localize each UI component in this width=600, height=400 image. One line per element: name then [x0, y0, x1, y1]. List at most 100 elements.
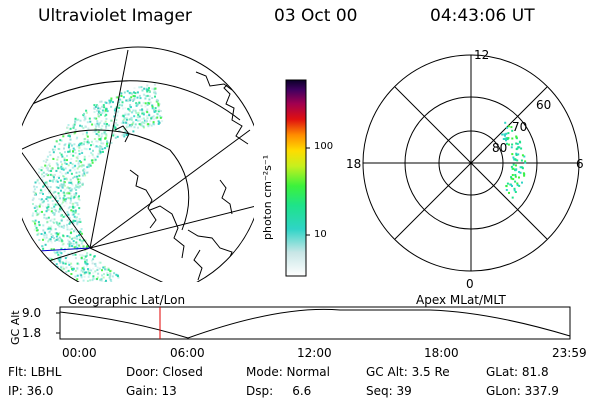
aurora-pixel — [102, 266, 105, 269]
lat-label-70: 70 — [512, 120, 528, 134]
aurora-pixel — [88, 272, 91, 275]
aurora-pixel — [61, 186, 64, 189]
polar-aurora-pixel — [519, 166, 522, 169]
aurora-pixel — [38, 198, 41, 200]
aurora-pixel — [67, 134, 70, 137]
aurora-pixel — [56, 175, 59, 178]
aurora-pixel — [66, 187, 68, 190]
observation-date: 03 Oct 00 — [274, 6, 358, 26]
aurora-pixel — [90, 259, 93, 262]
aurora-pixel — [117, 276, 120, 279]
aurora-pixel — [59, 171, 62, 174]
aurora-pixel — [70, 153, 72, 156]
aurora-pixel — [68, 222, 71, 225]
aurora-pixel — [138, 86, 141, 89]
aurora-pixel — [50, 194, 53, 197]
polar-aurora-pixel — [513, 189, 516, 192]
aurora-pixel — [49, 165, 51, 168]
aurora-pixel — [57, 192, 60, 195]
aurora-pixel — [84, 263, 87, 265]
aurora-pixel — [32, 197, 35, 200]
aurora-pixel — [86, 135, 89, 138]
aurora-pixel — [66, 219, 69, 222]
aurora-pixel — [108, 276, 111, 279]
polar-aurora-pixel — [520, 147, 523, 150]
aurora-pixel — [101, 269, 103, 272]
aurora-pixel — [129, 99, 131, 102]
aurora-pixel — [82, 279, 85, 282]
aurora-pixel — [76, 287, 78, 289]
aurora-pixel — [61, 240, 64, 243]
aurora-pixel — [48, 189, 51, 192]
aurora-pixel — [60, 217, 63, 220]
aurora-pixel — [96, 287, 98, 289]
aurora-pixel — [130, 118, 133, 121]
aurora-pixel — [62, 234, 65, 237]
aurora-pixel — [52, 207, 55, 210]
aurora-pixel — [83, 112, 85, 115]
aurora-pixel — [81, 164, 84, 166]
aurora-pixel — [55, 235, 58, 238]
aurora-pixel — [47, 203, 50, 206]
aurora-pixel — [66, 131, 69, 134]
aurora-pixel — [122, 121, 125, 124]
aurora-pixel — [74, 121, 77, 124]
aurora-pixel — [75, 184, 77, 187]
aurora-pixel — [68, 228, 71, 231]
aurora-pixel — [132, 109, 135, 112]
aurora-pixel — [32, 212, 35, 215]
aurora-pixel — [74, 257, 77, 260]
aurora-pixel — [43, 256, 45, 259]
aurora-pixel — [44, 231, 46, 234]
aurora-pixel — [58, 225, 61, 228]
aurora-pixel — [63, 267, 66, 270]
aurora-pixel — [93, 129, 96, 132]
aurora-pixel — [98, 134, 101, 137]
aurora-pixel — [76, 278, 79, 281]
aurora-pixel — [67, 146, 70, 149]
polar-aurora-pixel — [510, 176, 513, 179]
aurora-pixel — [88, 155, 91, 158]
aurora-pixel — [117, 104, 119, 107]
aurora-pixel — [54, 251, 57, 254]
aurora-pixel — [49, 154, 52, 157]
aurora-pixel — [75, 189, 78, 191]
aurora-pixel — [136, 96, 139, 99]
aurora-pixel — [95, 133, 98, 135]
aurora-pixel — [123, 91, 126, 94]
aurora-pixel — [69, 181, 72, 184]
aurora-pixel — [60, 247, 63, 250]
aurora-pixel — [33, 191, 36, 194]
aurora-pixel — [82, 164, 85, 167]
aurora-pixel — [73, 246, 76, 249]
aurora-pixel — [94, 158, 97, 161]
aurora-pixel — [128, 110, 131, 113]
aurora-pixel — [44, 238, 47, 241]
aurora-pixel — [87, 163, 90, 166]
aurora-pixel — [65, 285, 67, 287]
aurora-pixel — [139, 123, 142, 126]
aurora-pixel — [68, 187, 71, 190]
aurora-pixel — [128, 97, 131, 100]
aurora-pixel — [69, 283, 71, 285]
aurora-pixel — [75, 288, 77, 290]
aurora-pixel — [57, 210, 60, 213]
aurora-pixel — [112, 284, 114, 286]
aurora-pixel — [104, 268, 107, 270]
lat-label-80: 80 — [492, 141, 508, 155]
aurora-pixel — [52, 176, 55, 179]
aurora-pixel — [89, 253, 92, 256]
polar-aurora-pixel — [524, 161, 527, 164]
aurora-pixel — [68, 205, 71, 208]
aurora-pixel — [50, 170, 53, 172]
aurora-pixel — [97, 123, 100, 126]
aurora-pixel — [56, 200, 59, 203]
aurora-pixel — [96, 276, 99, 279]
aurora-pixel — [103, 281, 106, 282]
polar-aurora-pixel — [512, 156, 515, 159]
aurora-pixel — [63, 283, 65, 285]
aurora-pixel — [81, 240, 84, 243]
aurora-pixel — [51, 148, 54, 151]
aurora-pixel — [129, 104, 132, 106]
aurora-pixel — [78, 244, 81, 247]
